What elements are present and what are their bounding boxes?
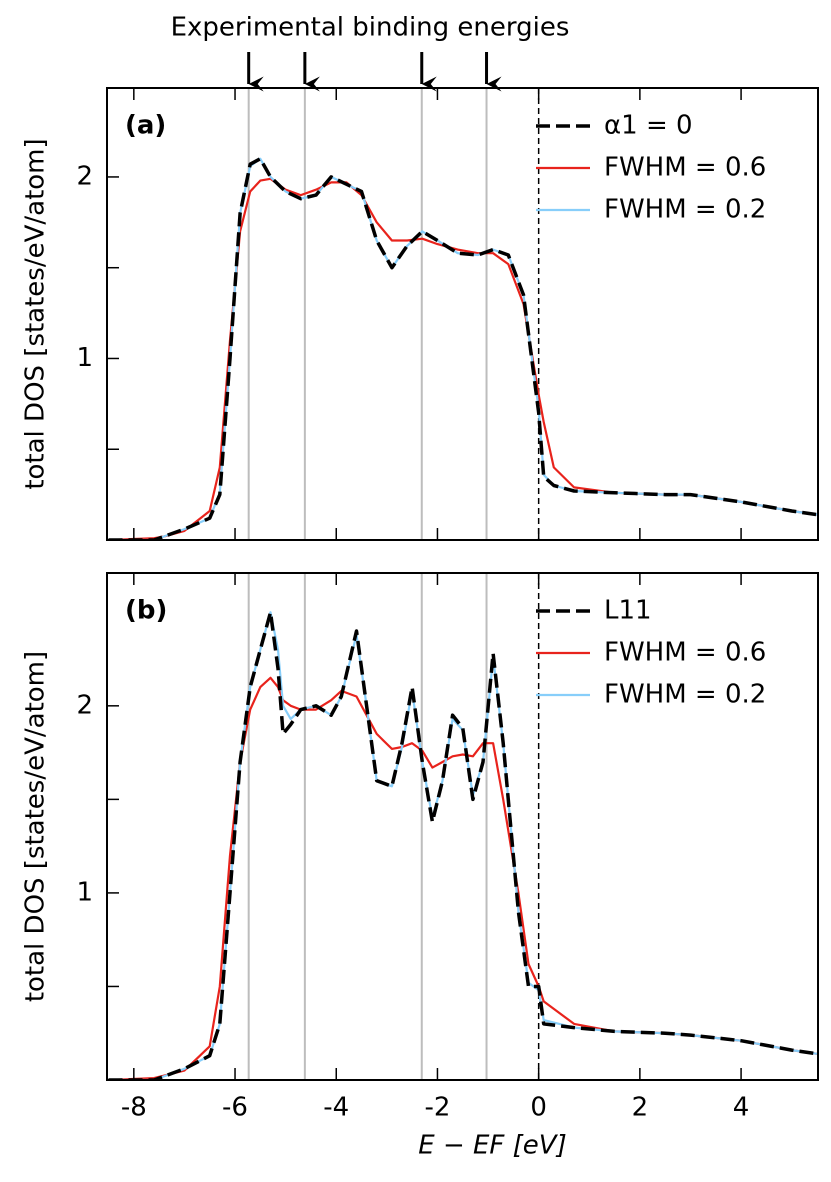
legend-label: FWHM = 0.6 (604, 153, 766, 183)
annotation: Experimental binding energies (171, 13, 570, 43)
x-axis-label: E − EF [eV] (418, 1131, 566, 1161)
y-tick-label: 2 (76, 161, 93, 191)
y-axis-label: total DOS [states/eV/atom] (21, 651, 51, 1002)
x-tick-label: 4 (733, 1093, 750, 1123)
series-line (108, 157, 818, 540)
series-line (108, 610, 818, 1080)
plot-frame (106, 87, 819, 541)
plot-area (108, 88, 818, 540)
x-tick-label: -4 (323, 1093, 349, 1123)
series-line (108, 611, 818, 1080)
y-axis-label: total DOS [states/eV/atom] (21, 138, 51, 489)
x-tick-label: 2 (632, 1093, 649, 1123)
plot-frame (106, 572, 819, 1081)
x-tick-label: -2 (424, 1093, 450, 1123)
panel-label: (a) (125, 111, 166, 141)
legend-label: FWHM = 0.2 (604, 680, 766, 710)
y-tick-label: 1 (76, 343, 93, 373)
legend-label: α1 = 0 (604, 111, 693, 141)
y-tick-label: 1 (76, 877, 93, 907)
y-tick-label: 2 (76, 690, 93, 720)
x-tick-label: -8 (121, 1093, 147, 1123)
legend-label: FWHM = 0.6 (604, 638, 766, 668)
panel-label: (b) (125, 596, 167, 626)
legend-label: L11 (604, 596, 652, 626)
legend-label: FWHM = 0.2 (604, 195, 766, 225)
x-tick-label: -6 (222, 1093, 248, 1123)
plot-area (108, 573, 818, 1080)
x-tick-label: 0 (530, 1093, 547, 1123)
series-line (108, 177, 818, 540)
